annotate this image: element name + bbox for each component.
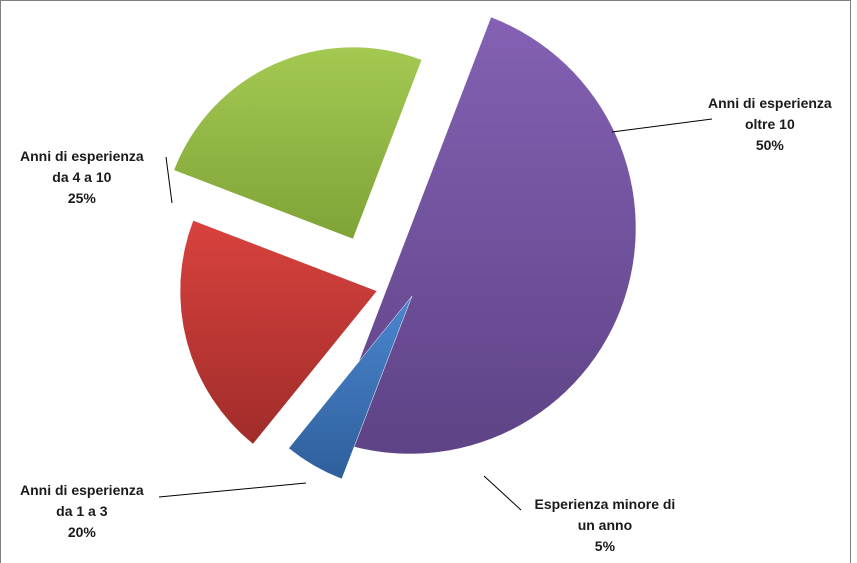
slice-label-text: Esperienza minore di [534, 496, 676, 512]
slice-label-1: Esperienza minore di un anno 5% [535, 494, 676, 557]
slice-label-2: Anni di esperienza da 1 a 3 20% [20, 480, 144, 543]
slice-label-text: da 1 a 3 [56, 503, 108, 519]
leader-line-3 [165, 156, 173, 204]
slice-label-text: Anni di esperienza [20, 482, 144, 498]
leader-line-0 [611, 118, 713, 133]
slice-value-label: 25% [67, 190, 96, 206]
slice-value-label: 5% [594, 538, 616, 554]
leader-line-1 [483, 475, 522, 511]
slice-value-label: 50% [755, 137, 784, 153]
slice-label-text: Anni di esperienza [20, 148, 144, 164]
pie-slice-0 [328, 16, 637, 455]
pie-slice-3 [173, 46, 423, 240]
leader-line-2 [158, 482, 307, 498]
slice-label-text: un anno [577, 517, 633, 533]
slice-label-3: Anni di esperienza da 4 a 10 25% [20, 146, 144, 209]
slice-label-0: Anni di esperienza oltre 10 50% [708, 93, 832, 156]
pie-slice-1 [288, 295, 413, 480]
slice-label-text: oltre 10 [744, 116, 795, 132]
slice-label-text: da 4 a 10 [52, 169, 112, 185]
pie-slice-2 [179, 220, 378, 445]
slice-label-text: Anni di esperienza [708, 95, 832, 111]
slice-value-label: 20% [67, 524, 96, 540]
